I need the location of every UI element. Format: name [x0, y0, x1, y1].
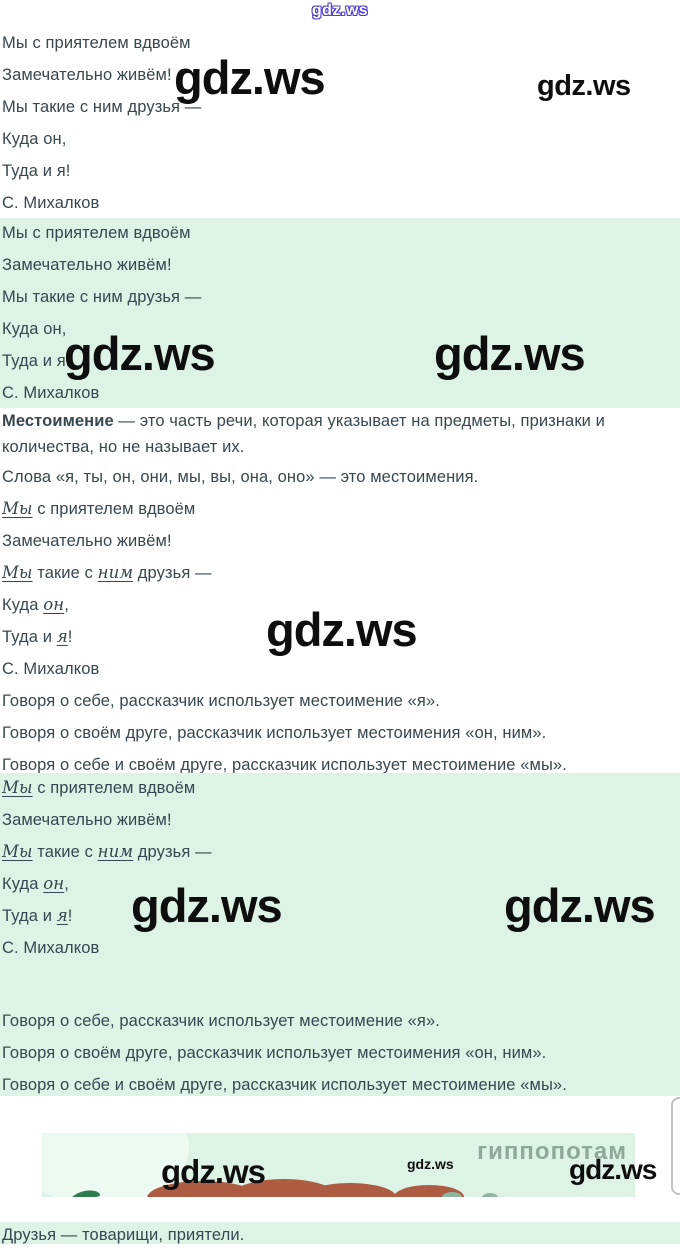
answer-line: Говоря о себе и своём друге, рассказчик …	[2, 756, 567, 774]
poem-line: Мы с приятелем вдвоём	[2, 224, 191, 242]
answer-line: Говоря о себе и своём друге, рассказчик …	[2, 1076, 567, 1094]
poem-line: Замечательно живём!	[2, 256, 172, 274]
underlined-pronoun: Мы	[2, 563, 33, 582]
poem-line-marked: Куда он,	[2, 874, 69, 893]
poem-line: Замечательно живём!	[2, 66, 172, 84]
hippo-illustration: гиппопотам	[42, 1133, 635, 1197]
poem-line-marked: Куда он,	[2, 595, 69, 614]
poem-line: Туда и я!	[2, 162, 71, 180]
underlined-pronoun: Мы	[2, 778, 33, 797]
poem-line-marked: Мы с приятелем вдвоём	[2, 778, 196, 797]
poem-line-marked: Мы такие с ним друзья —	[2, 563, 212, 582]
underlined-pronoun: ним	[97, 563, 134, 582]
explanation-section-white: Местоимение — это часть речи, которая ук…	[0, 408, 680, 774]
poem-line: Куда он,	[2, 320, 67, 338]
poem-author: С. Михалков	[2, 660, 100, 678]
poem-author: С. Михалков	[2, 384, 100, 402]
answer-line: Говоря о себе, рассказчик использует мес…	[2, 692, 440, 710]
pronoun-words-line: Слова «я, ты, он, они, мы, вы, она, оно»…	[2, 468, 479, 486]
friends-section-green: Друзья — товарищи, приятели.	[0, 1222, 680, 1244]
poem-section-plain-white: Мы с приятелем вдвоём Замечательно живём…	[0, 0, 680, 218]
answer-line: Говоря о своём друге, рассказчик использ…	[2, 1044, 547, 1062]
poem-line: Туда и я!	[2, 352, 71, 370]
blank-gap	[2, 967, 666, 1008]
hippo-shape	[304, 1183, 396, 1197]
poem-line: Мы такие с ним друзья —	[2, 288, 202, 306]
scrollbar-thumb[interactable]	[671, 1097, 680, 1195]
poem-line-marked: Замечательно живём!	[2, 811, 172, 829]
site-logo: gdz.ws	[311, 2, 369, 19]
poem-author: С. Михалков	[2, 939, 100, 957]
poem-section-plain-green: Мы с приятелем вдвоём Замечательно живём…	[0, 218, 680, 408]
poem-line: Куда он,	[2, 130, 67, 148]
underlined-pronoun: он	[43, 874, 65, 893]
underlined-pronoun: я	[56, 627, 68, 646]
definition-term: Местоимение	[2, 412, 114, 430]
poem-line-marked: Замечательно живём!	[2, 532, 172, 550]
poem-line-marked: Туда и я!	[2, 627, 73, 646]
answer-line: Говоря о своём друге, рассказчик использ…	[2, 724, 547, 742]
underlined-pronoun: ним	[97, 842, 134, 861]
illustration-caption: гиппопотам	[477, 1138, 627, 1165]
answer-line: Говоря о себе, рассказчик использует мес…	[2, 1012, 440, 1030]
poem-line-marked: Мы с приятелем вдвоём	[2, 499, 196, 518]
stone-shape	[442, 1192, 462, 1197]
poem-line-marked: Мы такие с ним друзья —	[2, 842, 212, 861]
underlined-pronoun: я	[56, 906, 68, 925]
poem-line: Мы с приятелем вдвоём	[2, 34, 191, 52]
poem-line-marked: Туда и я!	[2, 906, 73, 925]
underlined-pronoun: он	[43, 595, 65, 614]
underlined-pronoun: Мы	[2, 499, 33, 518]
friends-line: Друзья — товарищи, приятели.	[2, 1226, 245, 1244]
definition-paragraph: Местоимение — это часть речи, которая ук…	[2, 408, 666, 460]
poem-author: С. Михалков	[2, 194, 100, 212]
definition-body: — это часть речи, которая указывает на п…	[2, 412, 605, 456]
explanation-section-green: Мы с приятелем вдвоём Замечательно живём…	[0, 773, 680, 1096]
stone-shape	[482, 1193, 498, 1197]
underlined-pronoun: Мы	[2, 842, 33, 861]
poem-line: Мы такие с ним друзья —	[2, 98, 202, 116]
